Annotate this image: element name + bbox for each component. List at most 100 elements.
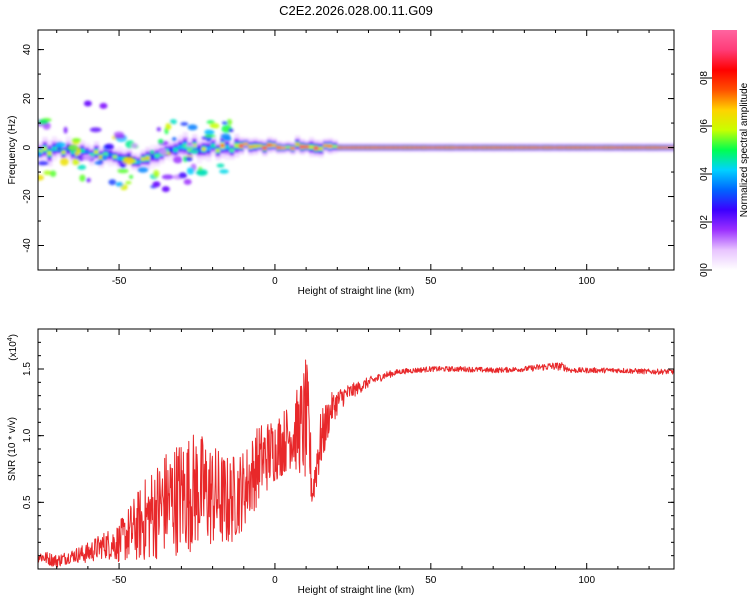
- spectrogram-blob: [178, 172, 188, 179]
- colorbar-tick-label: 0.2: [699, 215, 710, 229]
- spectrogram-cell: [402, 147, 408, 149]
- spectrogram-cell: [650, 147, 656, 149]
- spectrogram-cell: [528, 147, 535, 149]
- spectrogram-cell: [248, 146, 254, 148]
- spectrogram-blob: [115, 182, 124, 187]
- spectrogram-ytick-label: -20: [22, 189, 33, 204]
- snr-ytick-label: 0.5: [22, 495, 33, 509]
- spectrogram-cell: [458, 147, 464, 149]
- spectrogram-cell: [575, 147, 581, 149]
- spectrogram-cell: [103, 153, 109, 156]
- spectrogram-cell: [468, 147, 474, 149]
- spectrogram-cell: [173, 148, 179, 151]
- spectrogram-cell: [61, 151, 67, 154]
- spectrogram-cell: [416, 147, 422, 149]
- spectrogram-cell: [238, 145, 245, 147]
- spectrogram-cell: [206, 147, 212, 151]
- spectrogram-blob: [43, 170, 52, 176]
- spectrogram-blob: [226, 118, 233, 126]
- spectrogram-cell: [299, 146, 305, 148]
- spectrogram-blob: [216, 163, 225, 168]
- colorbar-tick-label: 0.0: [699, 263, 710, 277]
- spectrogram-cell: [379, 147, 385, 149]
- spectrogram-cell: [337, 147, 343, 149]
- spectrogram-cell: [584, 147, 591, 149]
- spectrogram-blob: [228, 128, 234, 133]
- spectrogram-ytick-label: 0: [22, 144, 33, 150]
- spectrogram-blob: [77, 164, 87, 170]
- spectrogram-cell: [519, 147, 525, 149]
- spectrogram-blob: [76, 147, 81, 155]
- spectrogram-cell: [178, 145, 184, 149]
- spectrogram-cell: [627, 147, 633, 149]
- spectrogram-blob: [185, 156, 193, 162]
- spectrogram-cell: [229, 149, 235, 152]
- spectrogram-cell: [280, 147, 287, 149]
- spectrogram-panel: -50 0 50 100 -40 -20 0 20 40 Height of straight …: [7, 29, 675, 297]
- snr-plot-area: [38, 329, 674, 569]
- spectrogram-cell: [552, 147, 558, 149]
- spectrogram-cell: [89, 154, 95, 157]
- snr-exponent-label: (x104): [7, 334, 19, 361]
- spectrogram-cell: [140, 158, 146, 160]
- spectrogram-cell: [42, 147, 48, 150]
- spectrogram-cell: [439, 147, 446, 149]
- spectrogram-cell: [257, 145, 263, 147]
- spectrogram-cell: [617, 147, 623, 149]
- spectrogram-band: [38, 132, 674, 172]
- spectrogram-blob: [206, 120, 215, 125]
- spectrogram-cell: [570, 147, 577, 149]
- spectrogram-ylabel: Frequency (Hz): [7, 116, 18, 185]
- spectrogram-cell: [136, 161, 142, 164]
- snr-xtick-label: 100: [578, 575, 595, 586]
- svg-text:(x104): (x104): [7, 334, 19, 361]
- spectrogram-blob: [117, 168, 129, 174]
- spectrogram-cell: [542, 147, 549, 149]
- spectrogram-cell: [425, 147, 432, 149]
- snr-xtick-label: 0: [272, 575, 278, 586]
- spectrogram-cell: [608, 147, 614, 149]
- spectrogram-blob: [63, 126, 68, 134]
- spectrogram-blob: [72, 158, 80, 166]
- snr-exponent-close: ): [8, 334, 19, 337]
- spectrogram-cell: [589, 147, 595, 149]
- spectrogram-cell: [252, 145, 259, 148]
- spectrogram-cell: [510, 147, 516, 149]
- spectrogram-cell: [580, 147, 586, 149]
- spectrogram-cell: [454, 147, 460, 149]
- spectrogram-cell: [332, 145, 338, 148]
- snr-panel: -50 0 50 100 0.5 1.0 1.5 Height of straight li…: [7, 328, 675, 596]
- spectrogram-cell: [154, 154, 160, 157]
- spectrogram-blobs: [38, 100, 234, 193]
- spectrogram-cell: [196, 148, 203, 152]
- spectrogram-blob: [189, 149, 199, 154]
- spectrogram-cell: [496, 147, 502, 149]
- spectrogram-cell: [150, 155, 156, 158]
- spectrogram-blob: [79, 174, 86, 182]
- spectrogram-blob: [77, 154, 85, 161]
- spectrogram-feature: [161, 186, 170, 193]
- spectrogram-cell: [673, 146, 674, 149]
- spectrogram-cell: [524, 147, 530, 149]
- spectrogram-cell: [112, 155, 118, 158]
- spectrogram-cell: [365, 147, 371, 149]
- spectrogram-blob: [172, 137, 177, 141]
- spectrogram-blob: [187, 124, 198, 131]
- spectrogram-cell: [645, 147, 652, 149]
- spectrogram-blob: [137, 167, 149, 173]
- spectrogram-cell: [276, 146, 282, 149]
- spectrogram-cell: [622, 147, 628, 149]
- spectrogram-cell: [262, 147, 268, 149]
- snr-ticks: -50 0 50 100 0.5 1.0 1.5: [22, 328, 674, 586]
- snr-series: [38, 359, 674, 568]
- spectrogram-frame: [37, 29, 675, 271]
- spectrogram-cell: [38, 150, 44, 153]
- spectrogram-blob: [153, 169, 160, 178]
- spectrogram-cell: [117, 157, 123, 160]
- spectrogram-blob: [196, 169, 208, 176]
- spectrogram-cell: [126, 155, 132, 158]
- spectrogram-cell: [533, 147, 539, 149]
- spectrogram-blob: [102, 155, 107, 160]
- spectrogram-cell: [631, 147, 637, 149]
